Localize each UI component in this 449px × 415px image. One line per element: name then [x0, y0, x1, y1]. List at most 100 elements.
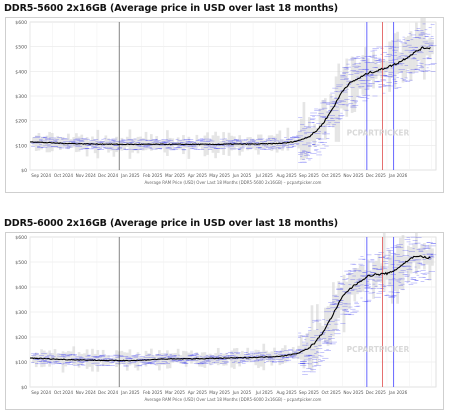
range-band — [88, 140, 92, 147]
range-band — [342, 274, 346, 333]
x-tick-label: Aug 2025 — [276, 390, 297, 395]
range-band — [358, 62, 362, 90]
range-band — [69, 351, 73, 363]
range-band — [107, 138, 110, 153]
y-tick-label: $500 — [15, 260, 27, 266]
range-band — [278, 350, 282, 366]
range-band — [235, 348, 239, 364]
x-tick-label: Mar 2025 — [165, 173, 185, 178]
range-band — [230, 135, 233, 151]
range-band — [401, 43, 405, 83]
range-band — [337, 281, 341, 318]
range-band — [259, 134, 263, 149]
x-tick-label: Oct 2025 — [322, 390, 342, 395]
range-band — [415, 22, 418, 71]
x-tick-label: Aug 2025 — [276, 173, 297, 178]
range-band — [390, 40, 394, 78]
y-tick-label: $0 — [21, 385, 27, 391]
range-band — [270, 135, 274, 152]
x-tick-label: Jul 2025 — [255, 390, 273, 395]
range-band — [291, 347, 295, 359]
range-band — [393, 252, 397, 292]
x-axis-caption: Average RAM Price (USD) Over Last 18 Mon… — [145, 180, 322, 185]
x-tick-label: Feb 2025 — [143, 390, 163, 395]
y-tick-label: $100 — [15, 360, 27, 366]
range-band — [83, 353, 86, 363]
y-tick-label: $200 — [15, 335, 27, 341]
range-band — [407, 245, 410, 282]
x-tick-label: Sep 2025 — [299, 390, 319, 395]
range-band — [32, 355, 35, 363]
range-band — [200, 352, 204, 367]
average-price-line — [29, 46, 431, 146]
range-band — [380, 60, 383, 79]
x-tick-label: Apr 2025 — [188, 390, 208, 395]
range-band — [431, 39, 434, 55]
y-tick-label: $400 — [15, 69, 27, 75]
x-tick-label: Apr 2025 — [188, 173, 208, 178]
range-band — [326, 306, 330, 346]
range-band — [315, 127, 319, 139]
price-chart-ddr5-6000: $0 $100 $200 $300 $400 $500 $600 PCPARTPICKER Se… — [15, 221, 437, 402]
range-band — [297, 345, 300, 359]
range-band — [409, 31, 413, 81]
range-band — [88, 355, 92, 367]
range-band — [361, 55, 365, 95]
x-tick-label: Oct 2024 — [54, 173, 74, 178]
range-band — [382, 230, 386, 291]
y-tick-label: $300 — [15, 94, 27, 100]
range-band — [425, 250, 429, 265]
range-band — [42, 136, 46, 147]
range-band — [423, 15, 426, 80]
x-tick-label: Jul 2025 — [255, 173, 273, 178]
average-price-line — [29, 255, 431, 362]
range-band — [224, 352, 228, 366]
range-band — [307, 117, 311, 153]
x-tick-label: Dec 2025 — [366, 173, 386, 178]
range-band — [372, 51, 375, 89]
range-band — [152, 355, 156, 362]
range-band — [334, 294, 338, 331]
range-band — [211, 354, 215, 364]
range-band — [238, 353, 242, 367]
range-band — [61, 136, 65, 148]
range-band — [350, 273, 354, 295]
range-band — [115, 350, 118, 368]
x-tick-label: Sep 2024 — [31, 173, 51, 178]
range-band — [155, 136, 159, 150]
range-band — [40, 136, 43, 150]
range-band — [388, 249, 391, 287]
range-band — [241, 139, 244, 152]
range-band — [200, 141, 204, 150]
range-band — [222, 132, 225, 155]
range-band — [187, 352, 191, 362]
x-tick-label: May 2025 — [209, 390, 230, 395]
range-band — [364, 47, 367, 96]
range-band — [112, 138, 116, 157]
range-band — [398, 52, 402, 73]
range-band — [310, 305, 314, 372]
range-band — [45, 135, 49, 153]
range-band — [195, 134, 199, 148]
range-band — [144, 350, 148, 367]
range-band — [329, 94, 333, 126]
range-band — [313, 124, 316, 147]
range-band — [412, 38, 416, 73]
range-band — [417, 30, 421, 61]
range-band — [356, 268, 359, 295]
range-band — [85, 137, 89, 157]
range-band — [109, 358, 113, 364]
range-band — [374, 59, 378, 79]
x-tick-label: Dec 2024 — [98, 390, 118, 395]
range-band — [294, 139, 298, 145]
range-band — [417, 248, 421, 269]
range-band — [147, 353, 151, 365]
range-band — [420, 244, 424, 261]
x-tick-label: Jun 2025 — [232, 390, 252, 395]
range-band — [340, 74, 343, 109]
range-band — [176, 137, 180, 150]
range-band — [366, 259, 370, 285]
range-band — [50, 133, 54, 152]
x-tick-label: Sep 2024 — [31, 390, 51, 395]
range-band — [254, 139, 258, 151]
